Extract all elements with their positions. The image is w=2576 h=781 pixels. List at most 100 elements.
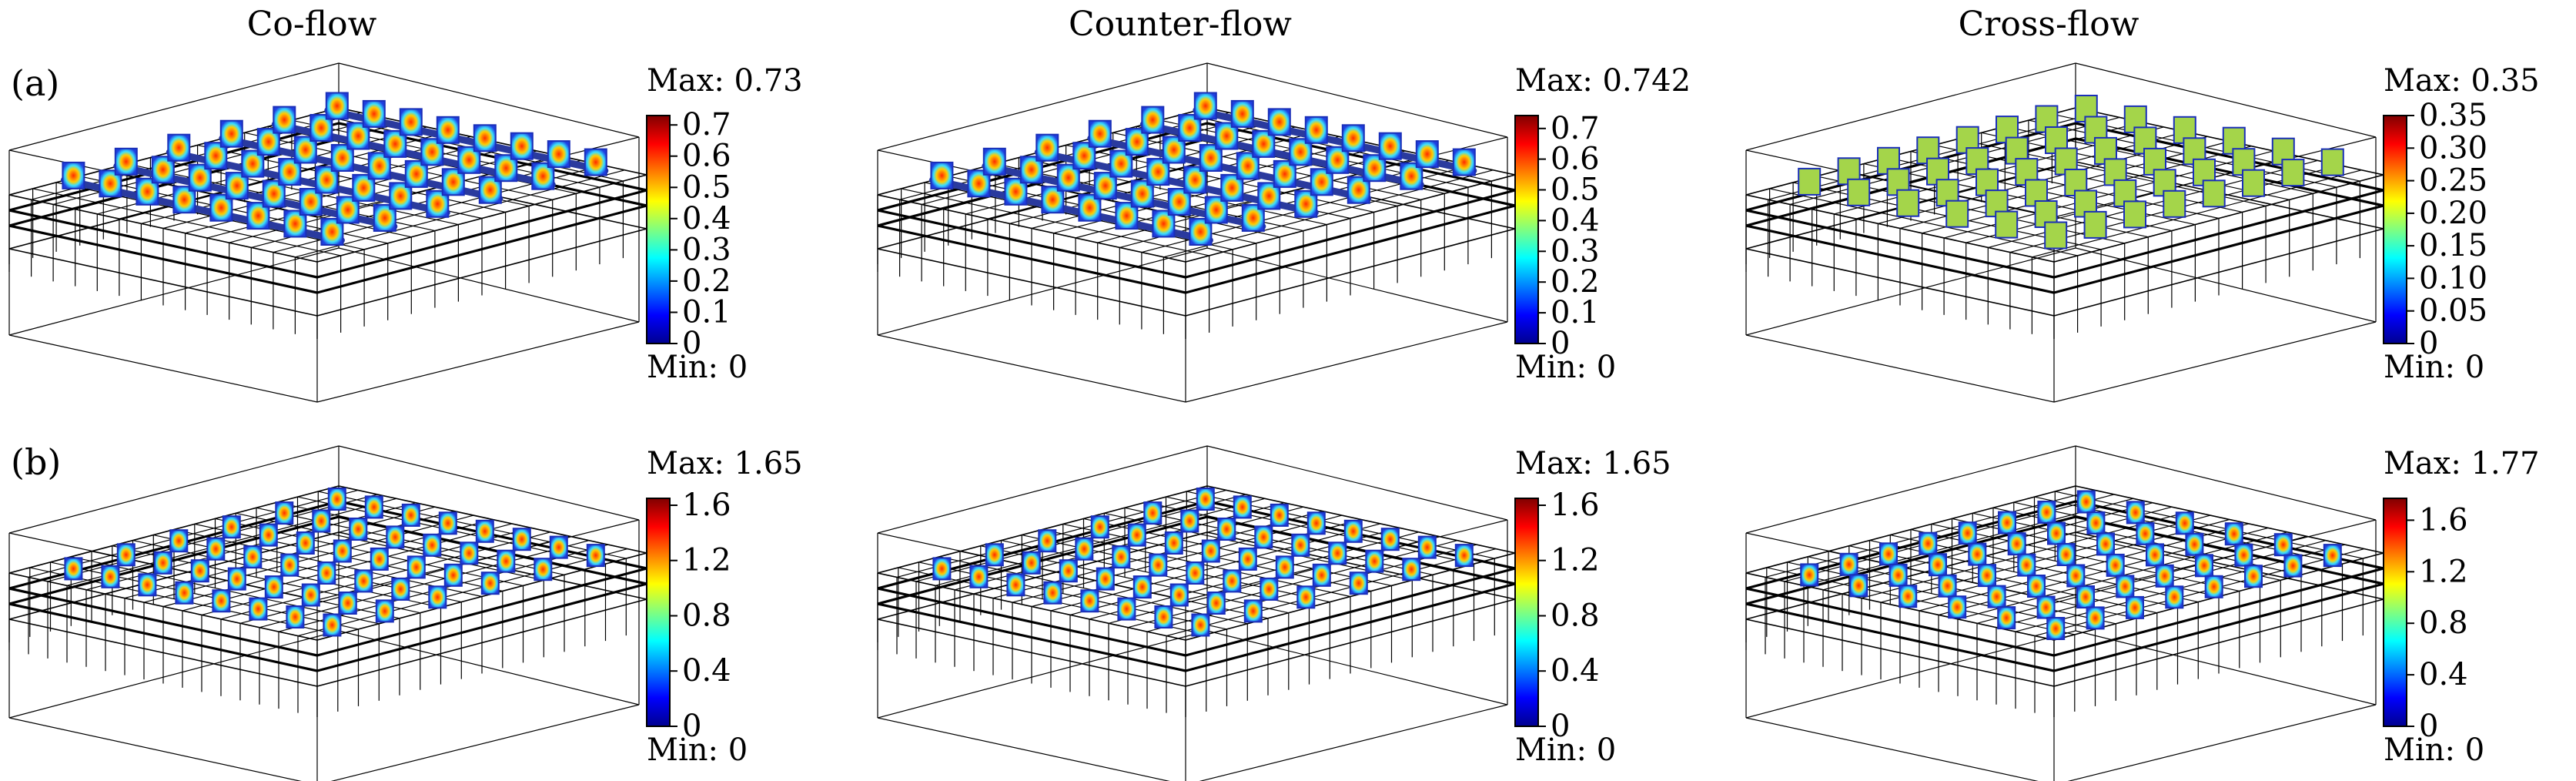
cell-slice bbox=[399, 108, 423, 136]
cell-slice bbox=[1415, 140, 1439, 169]
cell-slice bbox=[2037, 501, 2056, 524]
cell-slice bbox=[2007, 532, 2026, 556]
cell-slice bbox=[296, 531, 315, 555]
cell-slice bbox=[1938, 574, 1957, 598]
cell-slice bbox=[1919, 531, 1938, 555]
cell-slice bbox=[1233, 495, 1252, 519]
colorbar-tick-label: 0.4 bbox=[682, 653, 731, 689]
cell-slice bbox=[1080, 589, 1099, 613]
colorbar-max-label: Max: 0.742 bbox=[1515, 63, 1691, 99]
cell-slice bbox=[370, 547, 389, 571]
cell-slice bbox=[985, 543, 1004, 567]
cell-slice bbox=[227, 567, 246, 591]
cell-slice bbox=[1417, 535, 1437, 559]
colorbar-tick: 1.2 bbox=[670, 543, 731, 578]
cell-slice bbox=[320, 218, 344, 246]
cell-slice bbox=[1164, 531, 1183, 555]
colorbar-tick: 0.1 bbox=[1538, 295, 1600, 330]
cell-slice bbox=[549, 535, 568, 559]
colorbar-max-label: Max: 1.77 bbox=[2384, 446, 2540, 481]
cell-slice bbox=[1304, 116, 1328, 144]
cell-slice bbox=[1267, 108, 1291, 136]
colorbar-tick-label: 0.5 bbox=[682, 169, 731, 205]
simulation-panel: Max: 1.65 0 0.4 0.8 1.2 1.6 Min: 0 bbox=[877, 445, 1671, 781]
cell-slice bbox=[2096, 532, 2115, 556]
cell-slice bbox=[1236, 152, 1260, 180]
cell-slice bbox=[2234, 543, 2253, 567]
cell-slice bbox=[1180, 509, 1199, 533]
cell-slice bbox=[2116, 575, 2135, 598]
cell-slice bbox=[1238, 547, 1257, 571]
cell-slice bbox=[1978, 564, 1996, 588]
cell-slice bbox=[2086, 511, 2106, 535]
cell-slice bbox=[167, 133, 191, 162]
colorbar-tick: 0.4 bbox=[1538, 653, 1600, 689]
colorbar-gradient bbox=[1514, 115, 1539, 344]
colorbar-tick-label: 0.3 bbox=[682, 232, 731, 267]
cell-slice bbox=[1217, 518, 1236, 541]
colorbar-tick: 0.4 bbox=[2407, 657, 2468, 692]
cell-slice bbox=[2242, 169, 2265, 197]
cell-slice bbox=[1798, 167, 1822, 196]
cell-slice bbox=[1847, 178, 1871, 206]
cell-slice bbox=[436, 116, 460, 144]
cell-slice bbox=[99, 169, 122, 198]
channel-layer bbox=[60, 92, 609, 246]
cell-slice bbox=[1038, 529, 1057, 553]
colorbar-tick-label: 0.05 bbox=[2419, 293, 2487, 329]
cell-slice bbox=[1929, 553, 1947, 577]
cell-slice bbox=[286, 605, 305, 628]
cell-slice bbox=[354, 569, 373, 593]
colorbar-tick: 0.5 bbox=[1538, 173, 1600, 208]
cell-slice bbox=[1090, 515, 1109, 539]
cell-slice bbox=[1968, 542, 1987, 566]
simulation-panel: Max: 0.73 00.10.20.30.40.50.60.7 Min: 0 bbox=[8, 62, 803, 403]
cell-slice bbox=[1243, 599, 1263, 623]
cell-slice bbox=[336, 196, 360, 224]
colorbar-tick: 0.2 bbox=[670, 263, 731, 299]
cell-slice bbox=[386, 525, 405, 549]
cell-slice bbox=[206, 537, 226, 561]
colorbar-tick-label: 0 bbox=[682, 709, 701, 744]
colorbar-tick-label: 0.3 bbox=[1551, 233, 1600, 269]
cell-slice bbox=[2106, 553, 2125, 577]
cell-slice bbox=[2126, 501, 2145, 525]
cell-slice bbox=[932, 557, 952, 581]
colorbar: Max: 1.65 0 0.4 0.8 1.2 1.6 Min: 0 bbox=[1514, 446, 1671, 768]
domain-box bbox=[1745, 445, 2377, 781]
colorbar-tick-label: 0 bbox=[682, 326, 701, 361]
cell-slice bbox=[1201, 539, 1220, 563]
colorbar: Max: 0.35 00.050.100.150.200.250.300.35 Mi… bbox=[2383, 63, 2540, 385]
cell-slice bbox=[1117, 597, 1136, 621]
cell-slice bbox=[475, 519, 494, 543]
cell-slice bbox=[1987, 585, 2006, 608]
cell-slice bbox=[1452, 148, 1476, 176]
colorbar-tick-label: 0.20 bbox=[2419, 196, 2487, 231]
colorbar-tick: 0.8 bbox=[670, 598, 731, 634]
colorbar-tick: 0.30 bbox=[2407, 130, 2487, 166]
cell-slice bbox=[2036, 595, 2056, 619]
colorbar-tick-label: 1.2 bbox=[2419, 554, 2468, 589]
cell-slice bbox=[1006, 573, 1025, 597]
cell-slice bbox=[323, 613, 342, 637]
colorbar-tick: 0 bbox=[1538, 326, 1570, 361]
cell-slice bbox=[212, 589, 231, 613]
colorbar-tick: 0.8 bbox=[2407, 605, 2468, 641]
colorbar-tick: 0 bbox=[670, 326, 701, 361]
cell-slice bbox=[1995, 210, 2019, 239]
cell-slice bbox=[1127, 523, 1146, 547]
cell-slice bbox=[2281, 159, 2305, 187]
cell-slice bbox=[151, 156, 175, 184]
cell-slice bbox=[317, 561, 336, 585]
simulation-panel: Max: 1.65 0 0.4 0.8 1.2 1.6 Min: 0 bbox=[8, 445, 803, 781]
cell-slice bbox=[1130, 179, 1154, 208]
colorbar-tick-label: 0.4 bbox=[682, 201, 731, 236]
cell-slice bbox=[1075, 537, 1094, 561]
cell-slice bbox=[1206, 592, 1226, 615]
cell-slice bbox=[219, 119, 243, 148]
cell-slice bbox=[2283, 554, 2303, 578]
cell-slice bbox=[2066, 564, 2086, 588]
cell-slice bbox=[2165, 585, 2184, 609]
cell-slice bbox=[1132, 575, 1152, 599]
cell-slice bbox=[2224, 522, 2243, 546]
